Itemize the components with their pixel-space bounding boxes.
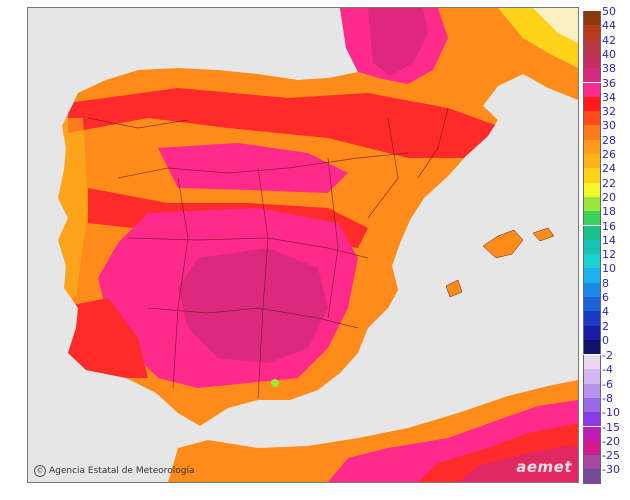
france-hottest-area [368,8,428,76]
legend-swatch [583,311,601,326]
credit: © Agencia Estatal de Meteorología [34,465,195,477]
legend-swatch [583,25,601,40]
map-svg [28,8,578,482]
legend-swatch [583,82,601,97]
mallorca [482,229,524,259]
legend-label: 8 [602,276,609,290]
south-plateau-hottest [178,248,328,363]
legend-label: 30 [602,119,616,133]
legend-label: -6 [602,377,613,391]
legend-label: 34 [602,90,616,104]
legend-swatch [583,254,601,269]
legend-swatch [583,53,601,69]
legend-label: -30 [602,463,620,477]
legend-swatch [583,11,601,26]
legend-swatch [583,168,601,183]
west-coast-cool [58,118,88,298]
legend-swatch [583,196,601,212]
legend-label: 28 [602,133,616,147]
legend-label: 44 [602,19,616,33]
legend-label: 16 [602,219,616,233]
legend-label: 20 [602,190,616,204]
legend-swatch [583,426,601,441]
southwest-hot [58,298,148,378]
legend-label: 36 [602,76,616,90]
legend-swatch [583,469,601,484]
legend-label: 14 [602,233,616,247]
legend-swatch [583,68,601,83]
legend-swatch [583,355,601,370]
legend-label: 26 [602,148,616,161]
legend-swatch [583,182,601,197]
legend-swatch [583,383,601,398]
legend-swatch [583,440,601,456]
north-plateau-hot [158,143,348,193]
legend-swatch [583,111,601,126]
legend-label: -20 [602,434,620,448]
africa-hottest-area [458,446,578,482]
legend-swatch [583,39,601,54]
legend-swatch [583,397,601,413]
legend-label: 32 [602,105,616,119]
legend-label: -4 [602,363,613,377]
legend-label: 2 [602,319,609,333]
legend-swatch [583,297,601,312]
legend-swatch [583,239,601,255]
legend-swatch [583,225,601,240]
france-alps-area [533,8,578,43]
legend-swatch [583,268,601,283]
legend-label: 18 [602,205,616,219]
legend-swatch [583,339,601,355]
legend-label: 50 [602,5,616,18]
copyright-icon: © [34,465,46,477]
legend-label: -8 [602,391,613,405]
menorca [532,227,555,242]
credit-text: Agencia Estatal de Meteorología [49,466,195,476]
legend-label: 6 [602,291,609,304]
legend-swatch [583,139,601,154]
legend-label: -2 [602,349,613,362]
legend-label: -25 [602,449,620,463]
legend-swatch [583,96,601,112]
legend-swatch [583,455,601,470]
legend-label: 4 [602,305,609,319]
legend-label: 38 [602,62,616,76]
sierra-nevada-cool [271,379,279,387]
legend-swatch [583,125,601,140]
legend-swatch [583,325,601,340]
north-hot-band [68,88,498,158]
legend-swatch [583,211,601,226]
legend-label: -15 [602,420,620,434]
temperature-map: © Agencia Estatal de Meteorología aemet [27,7,579,483]
legend-label: 24 [602,162,616,176]
ibiza [445,279,463,298]
legend-label: 12 [602,248,616,262]
region-borders [87,107,449,399]
legend-swatch [583,282,601,297]
legend-label: 0 [602,333,609,347]
legend-label: 42 [602,33,616,47]
color-legend: 50 44 42 40 38 36 34 32 30 28 26 24 22 20 18 16 14 12 10 8 6… [583,5,629,485]
legend-swatch [583,412,601,427]
legend-swatch [583,369,601,384]
legend-label: 22 [602,176,616,190]
legend-label: 10 [602,262,616,276]
brand-logo: aemet [516,458,572,476]
legend-label: -10 [602,406,620,420]
legend-swatch [583,154,601,169]
legend-label: 40 [602,47,616,61]
